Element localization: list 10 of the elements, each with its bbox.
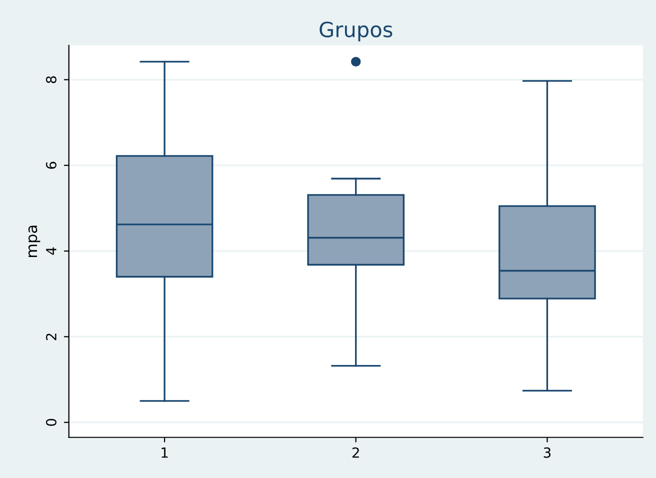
x-tick-label: 2 bbox=[352, 447, 359, 458]
y-tick-label: 2 bbox=[46, 334, 56, 340]
x-tick-label: 1 bbox=[162, 448, 168, 458]
y-tick-label: 8 bbox=[46, 76, 56, 84]
chart-title: Grupos bbox=[320, 22, 392, 42]
x-tick-label: 3 bbox=[544, 447, 551, 458]
y-tick-label: 0 bbox=[46, 418, 56, 426]
y-axis-title: mpa bbox=[28, 226, 40, 257]
y-tick-label: 4 bbox=[46, 247, 56, 255]
y-tick-label: 6 bbox=[46, 162, 56, 169]
